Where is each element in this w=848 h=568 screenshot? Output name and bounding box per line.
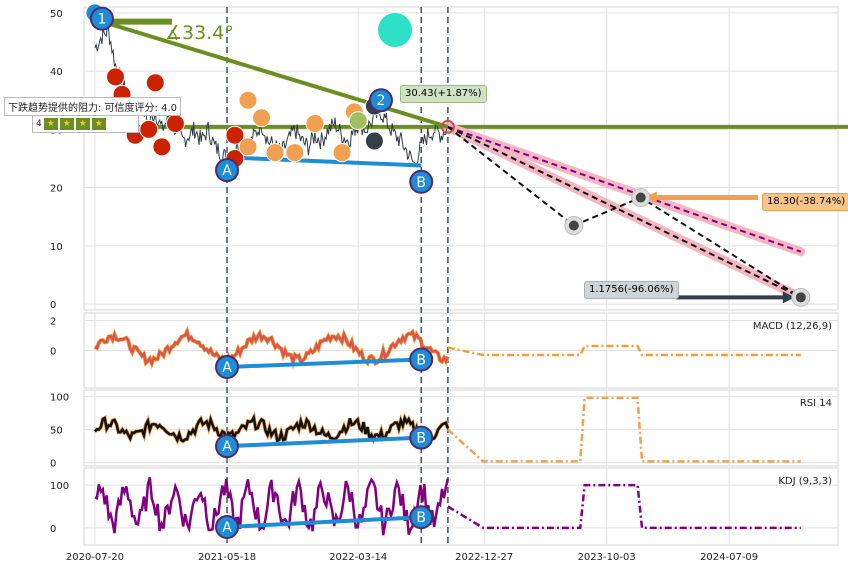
price-line — [94, 24, 449, 168]
rating-prefix: 4 — [36, 119, 42, 129]
star-icon: ★ — [43, 118, 58, 130]
note-marker — [105, 67, 125, 87]
forecast-path-2 — [447, 125, 802, 299]
y-tick-label: 20 — [50, 184, 63, 195]
star-icon: ★ — [91, 118, 106, 130]
marker-label: B — [416, 431, 426, 447]
rsi-marker-A — [215, 434, 240, 459]
kdj-marker-A — [215, 515, 240, 540]
kdj-panel-label: KDJ (9,3,3) — [778, 476, 832, 487]
kdj-line-main — [94, 476, 450, 536]
marker-label: A — [222, 360, 232, 376]
marker-A — [215, 158, 240, 183]
x-tick-label: 2024-07-09 — [700, 552, 758, 563]
y-tick-label: 50 — [50, 9, 63, 20]
y-tick-label: 0 — [50, 300, 56, 311]
kdj-frame — [83, 467, 839, 546]
note-marker — [364, 131, 384, 151]
y-tick-label: 50 — [50, 426, 63, 437]
rsi-panel: AB — [93, 396, 801, 463]
mascot-icon — [378, 13, 412, 47]
marker-label: B — [416, 510, 426, 526]
x-tick-label: 2020-07-20 — [66, 552, 124, 563]
y-tick-label: 0 — [50, 459, 56, 470]
marker-label: B — [416, 353, 426, 369]
target-point — [635, 192, 646, 203]
note-marker — [285, 143, 305, 163]
note-marker — [165, 114, 185, 134]
note-marker — [238, 90, 258, 110]
marker-B — [409, 169, 434, 194]
rating-stars: 4 ★ ★ ★ ★ — [32, 115, 139, 133]
y-tick-label: 100 — [50, 481, 69, 492]
price-panel: 1 2 A B — [84, 3, 848, 307]
trend-line — [101, 19, 449, 129]
target-low-callout: 1.1756(-96.06%) — [584, 281, 679, 299]
macd-divergence-line — [226, 357, 422, 369]
kdj-panel: AB — [94, 476, 801, 540]
y-tick-label: 100 — [50, 393, 69, 404]
note-marker — [145, 73, 165, 93]
kdj-forecast — [447, 483, 801, 530]
y-tick-label: 2 — [50, 317, 56, 328]
marker-label: B — [416, 175, 426, 191]
macd-marker-A — [215, 355, 240, 379]
grid-lines — [83, 6, 839, 546]
note-marker — [225, 125, 245, 145]
note-marker — [305, 114, 325, 134]
x-tick-label: 2022-12-27 — [455, 552, 513, 563]
y-tick-label: 0 — [50, 524, 56, 535]
target-mid-arrowhead — [644, 191, 657, 204]
resistance-label: 下跌趋势提供的阻力: 可信度评分: 4.0 — [4, 97, 181, 116]
rsi-marker-B — [409, 425, 434, 450]
note-marker — [265, 143, 285, 163]
macd-line-main — [94, 327, 450, 367]
support-line — [226, 155, 422, 168]
marker-1 — [89, 6, 114, 31]
kdj-marker-B — [409, 505, 434, 530]
y-tick-label: 10 — [50, 242, 63, 253]
macd-marker-B — [409, 347, 434, 372]
note-marker — [238, 137, 258, 157]
target-point — [568, 220, 579, 231]
marker-label: A — [222, 520, 232, 536]
target-point — [795, 292, 806, 303]
x-tick-label: 2023-10-03 — [578, 552, 636, 563]
rsi-divergence-line — [226, 435, 422, 449]
x-tick-label: 2021-05-18 — [198, 552, 256, 563]
rsi-line-main — [94, 413, 450, 444]
note-marker — [332, 143, 352, 163]
marker-2 — [368, 88, 393, 113]
macd-panel-label: MACD (12,26,9) — [753, 321, 832, 332]
x-tick-label: 2022-03-14 — [329, 552, 387, 563]
star-icon: ★ — [75, 118, 90, 130]
marker-label: 1 — [97, 12, 106, 28]
y-tick-label: 40 — [50, 67, 63, 78]
note-marker — [139, 119, 159, 139]
marker-label: A — [222, 163, 232, 179]
current-price-callout: 30.43(+1.87%) — [400, 85, 487, 103]
marker-label: A — [222, 439, 232, 455]
rsi-forecast — [447, 396, 801, 463]
current-point — [440, 119, 455, 134]
target-mid-callout: 18.30(-38.74%) — [762, 193, 848, 211]
marker-label: 2 — [377, 93, 386, 109]
forecast-line-upper — [447, 125, 802, 253]
target-low-arrowhead — [782, 291, 795, 304]
note-marker — [348, 111, 368, 131]
kdj-divergence-line — [226, 515, 422, 530]
rsi-panel-label: RSI 14 — [800, 398, 832, 409]
macd-forecast — [447, 344, 801, 357]
star-icon: ★ — [59, 118, 74, 130]
note-marker — [252, 108, 272, 128]
angle-label: ∡33.4° — [165, 22, 234, 44]
y-tick-label: 0 — [50, 347, 56, 358]
note-marker — [152, 137, 172, 157]
